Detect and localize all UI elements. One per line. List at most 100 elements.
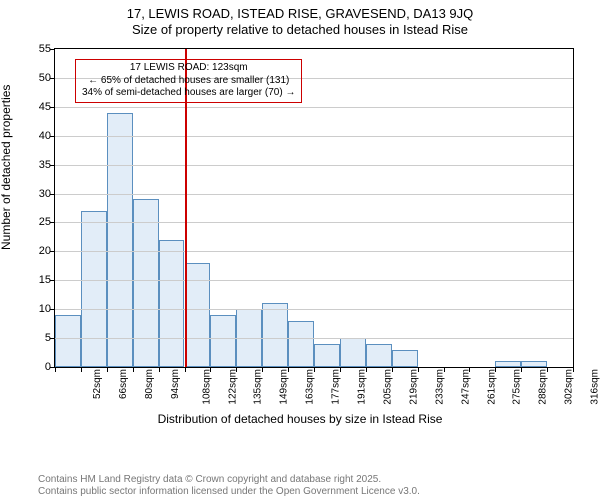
bar-slot [469, 49, 495, 367]
gridline [55, 338, 573, 339]
xtick-label: 94sqm [166, 369, 181, 399]
bar [392, 350, 418, 367]
gridline [55, 280, 573, 281]
ytick-label: 0 [45, 361, 55, 373]
xtick-mark [340, 367, 341, 372]
annotation-line: 17 LEWIS ROAD: 123sqm [82, 62, 295, 75]
xtick-mark [55, 367, 56, 372]
xtick-mark [133, 367, 134, 372]
bar-slot [444, 49, 470, 367]
gridline [55, 309, 573, 310]
xtick-label: 261sqm [482, 369, 497, 405]
ytick-label: 15 [39, 274, 55, 286]
bar-slot [340, 49, 366, 367]
bar [262, 303, 288, 367]
bar-slot [418, 49, 444, 367]
xtick-mark [573, 367, 574, 372]
bar [107, 113, 133, 367]
xtick-mark [107, 367, 108, 372]
ytick-label: 45 [39, 101, 55, 113]
footer-attribution: Contains HM Land Registry data © Crown c… [38, 474, 420, 498]
bar [210, 315, 236, 367]
ytick-label: 20 [39, 245, 55, 257]
xtick-label: 163sqm [301, 369, 316, 405]
page-title-line2: Size of property relative to detached ho… [0, 22, 600, 38]
bar-slot [366, 49, 392, 367]
xtick-label: 219sqm [404, 369, 419, 405]
gridline [55, 222, 573, 223]
ytick-label: 5 [45, 332, 55, 344]
annotation-line: 34% of semi-detached houses are larger (… [82, 87, 295, 100]
bar [288, 321, 314, 367]
bar [185, 263, 211, 367]
bar [366, 344, 392, 367]
xtick-label: 122sqm [223, 369, 238, 405]
xtick-mark [418, 367, 419, 372]
xtick-mark [314, 367, 315, 372]
xtick-label: 135sqm [249, 369, 264, 405]
ytick-label: 10 [39, 303, 55, 315]
ytick-label: 25 [39, 216, 55, 228]
xtick-mark [210, 367, 211, 372]
xtick-label: 52sqm [88, 369, 103, 399]
xtick-mark [236, 367, 237, 372]
page-title-line1: 17, LEWIS ROAD, ISTEAD RISE, GRAVESEND, … [0, 6, 600, 22]
annotation-line: ← 65% of detached houses are smaller (13… [82, 75, 295, 88]
ytick-label: 40 [39, 130, 55, 142]
chart-container: Number of detached properties 0510152025… [0, 40, 600, 460]
bar [159, 240, 185, 367]
ytick-label: 50 [39, 72, 55, 84]
bar-slot [495, 49, 521, 367]
xtick-mark [521, 367, 522, 372]
gridline [55, 194, 573, 195]
bar-slot [521, 49, 547, 367]
xtick-label: 191sqm [353, 369, 368, 405]
footer-line1: Contains HM Land Registry data © Crown c… [38, 474, 420, 486]
xtick-mark [547, 367, 548, 372]
xtick-label: 288sqm [534, 369, 549, 405]
footer-line2: Contains public sector information licen… [38, 486, 420, 498]
ytick-label: 30 [39, 188, 55, 200]
xtick-label: 316sqm [586, 369, 600, 405]
gridline [55, 136, 573, 137]
xtick-mark [392, 367, 393, 372]
xtick-mark [262, 367, 263, 372]
x-axis-label: Distribution of detached houses by size … [0, 412, 600, 426]
xtick-label: 177sqm [327, 369, 342, 405]
ytick-label: 55 [39, 43, 55, 55]
bar [340, 338, 366, 367]
xtick-label: 205sqm [378, 369, 393, 405]
xtick-label: 233sqm [430, 369, 445, 405]
xtick-label: 275sqm [508, 369, 523, 405]
xtick-mark [81, 367, 82, 372]
xtick-label: 247sqm [456, 369, 471, 405]
xtick-label: 302sqm [560, 369, 575, 405]
bar [521, 361, 547, 367]
bar [133, 199, 159, 367]
bar [314, 344, 340, 367]
xtick-label: 80sqm [140, 369, 155, 399]
bar-slot [314, 49, 340, 367]
xtick-mark [159, 367, 160, 372]
bar-slot [547, 49, 573, 367]
xtick-label: 66sqm [114, 369, 129, 399]
bar [81, 211, 107, 367]
plot-area: 051015202530354045505552sqm66sqm80sqm94s… [54, 48, 574, 368]
bar-slot [392, 49, 418, 367]
xtick-mark [366, 367, 367, 372]
xtick-mark [444, 367, 445, 372]
gridline [55, 251, 573, 252]
xtick-mark [185, 367, 186, 372]
ytick-label: 35 [39, 159, 55, 171]
bar [495, 361, 521, 367]
y-axis-label: Number of detached properties [0, 85, 13, 250]
xtick-mark [469, 367, 470, 372]
bar [55, 315, 81, 367]
gridline [55, 107, 573, 108]
gridline [55, 165, 573, 166]
xtick-mark [495, 367, 496, 372]
annotation-box: 17 LEWIS ROAD: 123sqm← 65% of detached h… [75, 59, 302, 103]
xtick-label: 149sqm [275, 369, 290, 405]
xtick-mark [288, 367, 289, 372]
xtick-label: 108sqm [197, 369, 212, 405]
